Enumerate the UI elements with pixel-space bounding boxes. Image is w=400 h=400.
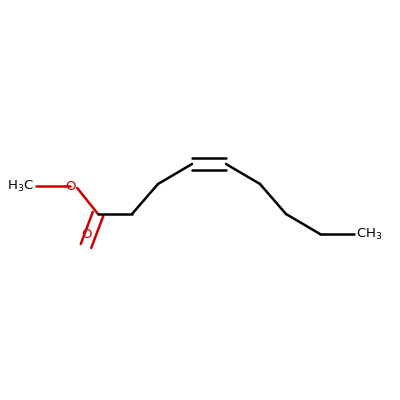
Text: O: O xyxy=(81,228,91,241)
Text: O: O xyxy=(65,180,75,192)
Text: H$_3$C: H$_3$C xyxy=(7,178,34,194)
Text: CH$_3$: CH$_3$ xyxy=(356,226,382,242)
